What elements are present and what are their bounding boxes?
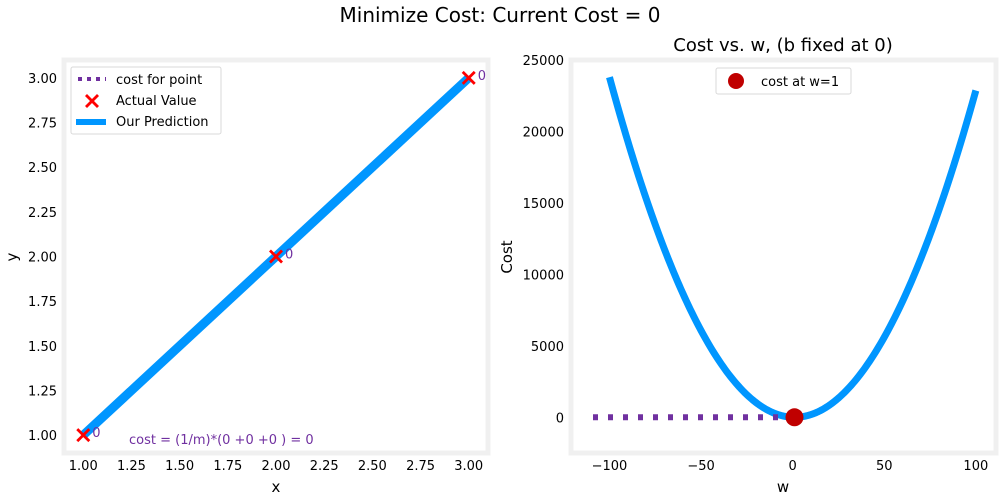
cost-curve	[606, 76, 980, 421]
left-xtick-label: 2.50	[358, 459, 387, 474]
left-ytick-label: 2.50	[28, 161, 57, 176]
right-axes-frame	[568, 57, 999, 456]
actual-value-marker	[76, 428, 91, 443]
point-cost-label: 0	[285, 248, 293, 263]
left-ytick-label: 1.50	[28, 340, 57, 355]
left-ytick-label: 1.00	[28, 429, 57, 444]
legend-actual-value-label: Actual Value	[116, 94, 197, 109]
left-axes-marks: 0 0 0	[76, 69, 486, 443]
left-xtick-label: 1.25	[117, 459, 146, 474]
right-ytick-label: 10000	[523, 268, 564, 283]
left-axes: 1.00 1.25 1.50 1.75 2.00 2.25 2.50 2.75 3.00 1.00…	[3, 57, 491, 496]
right-xtick-label: 100	[963, 459, 988, 474]
right-legend: cost at w=1	[715, 67, 852, 95]
left-ytick-label: 2.25	[28, 206, 57, 221]
right-title: Cost vs. w, (b fixed at 0)	[673, 35, 893, 56]
left-legend-box	[70, 66, 222, 135]
left-cost-annotation: cost = (1/m)*(0 +0 +0 ) = 0	[129, 433, 314, 448]
point-cost-label: 0	[478, 69, 486, 84]
figure-suptitle: Minimize Cost: Current Cost = 0	[340, 3, 661, 27]
left-xtick-label: 3.00	[454, 459, 483, 474]
right-xtick-label: 0	[789, 459, 797, 474]
right-xtick-label: 50	[876, 459, 893, 474]
right-xtick-label: −50	[687, 459, 714, 474]
left-xtick-label: 1.75	[213, 459, 242, 474]
point-cost-label: 0	[92, 426, 100, 441]
right-ytick-label: 15000	[523, 197, 564, 212]
left-ytick-label: 3.00	[28, 72, 57, 87]
right-axes-marks	[593, 76, 980, 432]
left-legend: cost for point Actual Value Our Predicti…	[70, 66, 222, 135]
legend-cost-at-w1-swatch	[728, 73, 744, 89]
current-cost-point	[785, 408, 804, 427]
left-ylabel: y	[3, 252, 21, 261]
right-xlabel: w	[777, 478, 789, 496]
left-xtick-label: 2.75	[406, 459, 435, 474]
right-legend-box	[715, 67, 852, 95]
left-axes-ticks: 1.00 1.25 1.50 1.75 2.00 2.25 2.50 2.75 3.00 1.00…	[28, 72, 483, 474]
legend-actual-value-swatch	[85, 94, 99, 108]
left-ytick-label: 1.75	[28, 295, 57, 310]
left-xtick-label: 1.00	[69, 459, 98, 474]
actual-value-marker	[461, 70, 476, 85]
right-axes-ticks: −100 −50 0 50 100 0 5000 10000 15000 20000 25000	[523, 54, 989, 474]
right-ytick-label: 0	[556, 411, 564, 426]
legend-cost-at-w1-label: cost at w=1	[761, 75, 839, 90]
legend-our-prediction-label: Our Prediction	[116, 115, 209, 130]
right-ytick-label: 5000	[531, 340, 564, 355]
left-xtick-label: 2.25	[310, 459, 339, 474]
left-ytick-label: 2.75	[28, 117, 57, 132]
actual-value-marker	[269, 249, 283, 264]
left-ytick-label: 1.25	[28, 384, 57, 399]
right-ylabel: Cost	[498, 240, 516, 273]
left-ytick-label: 2.00	[28, 251, 57, 266]
right-ytick-label: 20000	[523, 125, 564, 140]
left-xtick-label: 2.00	[262, 459, 291, 474]
left-xlabel: x	[272, 478, 281, 496]
legend-cost-for-point-label: cost for point	[116, 73, 202, 88]
left-xtick-label: 1.50	[165, 459, 194, 474]
right-ytick-label: 25000	[523, 54, 564, 69]
left-axes-frame	[61, 57, 491, 456]
right-xtick-label: −100	[592, 459, 628, 474]
right-axes: Cost vs. w, (b fixed at 0) −100 −50 0 50 100…	[498, 35, 999, 496]
